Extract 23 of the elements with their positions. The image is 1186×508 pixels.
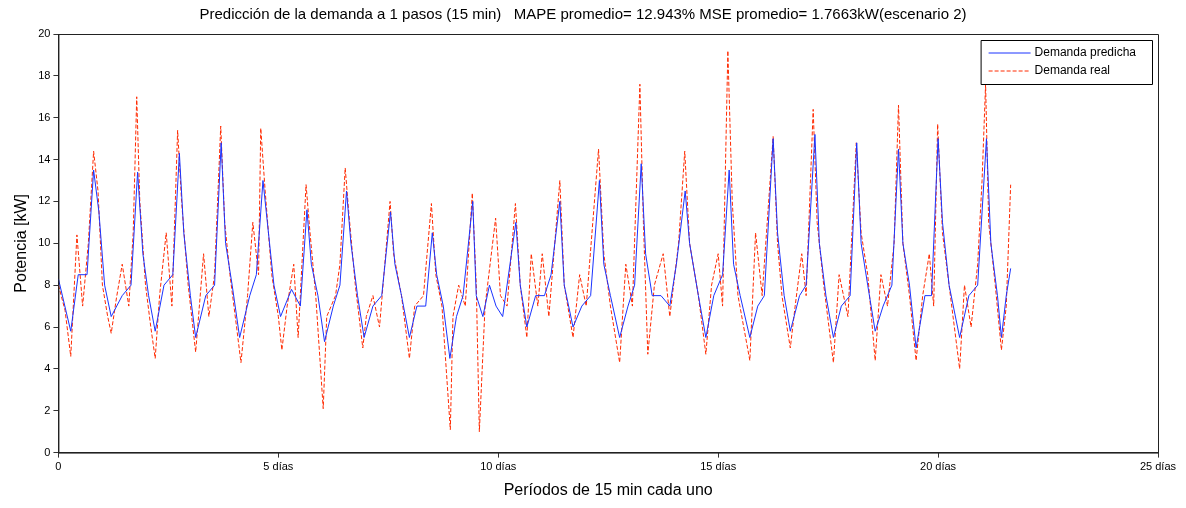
y-tick-label: 4 xyxy=(44,361,51,374)
x-tick-label: 15 días xyxy=(700,460,737,473)
y-tick-label: 10 xyxy=(38,236,51,249)
y-tick-label: 18 xyxy=(38,68,51,81)
y-tick-label: 16 xyxy=(38,110,51,123)
y-tick-label: 8 xyxy=(44,278,51,291)
y-axis-title: Potencia [kW] xyxy=(12,193,30,293)
y-tick-label: 20 xyxy=(38,27,51,40)
y-tick-label: 6 xyxy=(44,320,51,333)
y-tick-label: 0 xyxy=(44,445,51,458)
chart-title: Predicción de la demanda a 1 pasos (15 min) MAPE promedio= 12.943% MSE promedio= 1.7663kW(escenario 2) xyxy=(199,5,967,23)
x-axis-title: Períodos de 15 min cada uno xyxy=(503,480,713,498)
legend-label: Demanda predicha xyxy=(1034,45,1137,60)
y-tick-label: 12 xyxy=(38,194,51,207)
line-series xyxy=(58,50,1012,433)
y-tick-label: 14 xyxy=(38,152,51,165)
x-tick-label: 0 xyxy=(55,460,62,473)
legend-label: Demanda real xyxy=(1034,63,1110,78)
y-tick-label: 2 xyxy=(44,403,51,416)
x-tick-label: 5 días xyxy=(263,460,294,473)
x-tick-label: 25 días xyxy=(1139,460,1177,473)
x-tick-label: 20 días xyxy=(920,460,957,473)
x-tick-label: 10 días xyxy=(480,460,517,473)
